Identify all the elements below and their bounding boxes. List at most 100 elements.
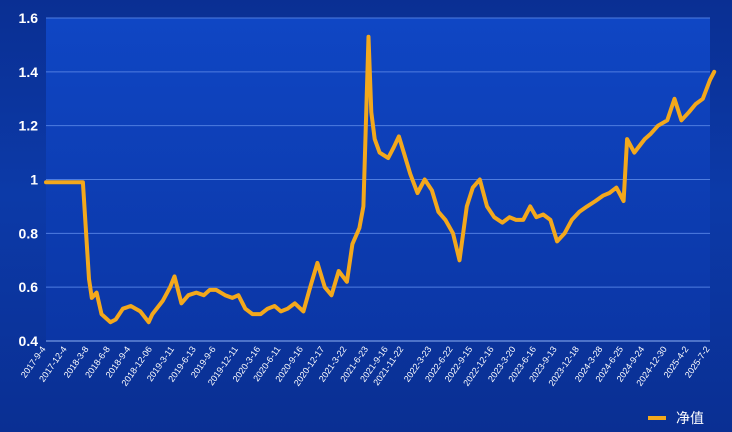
series-point xyxy=(643,137,647,141)
series-point xyxy=(208,288,212,292)
legend-label: 净值 xyxy=(676,410,704,426)
series-point xyxy=(577,210,582,214)
series-point xyxy=(408,172,412,176)
series-point xyxy=(672,97,677,101)
series-point xyxy=(202,293,206,297)
series-point xyxy=(471,186,475,190)
series-point xyxy=(293,301,297,305)
series-point xyxy=(687,110,691,114)
series-point xyxy=(632,151,636,155)
series-point xyxy=(443,218,447,222)
series-point xyxy=(457,258,462,262)
series-point xyxy=(65,180,69,184)
series-point xyxy=(593,199,598,203)
series-point xyxy=(286,307,290,311)
series-point xyxy=(601,194,605,198)
series-point xyxy=(436,210,440,214)
series-point xyxy=(273,304,277,308)
series-point xyxy=(665,118,669,122)
series-point xyxy=(541,212,545,217)
series-point xyxy=(186,293,190,297)
series-point xyxy=(622,199,626,203)
series-point xyxy=(397,134,401,138)
y-tick-label: 0.6 xyxy=(19,279,39,295)
series-point xyxy=(161,299,165,303)
series-point xyxy=(230,296,234,300)
series-point xyxy=(465,204,469,208)
series-point xyxy=(236,293,240,297)
series-point xyxy=(250,312,255,316)
series-point xyxy=(81,180,85,184)
series-point xyxy=(301,309,305,313)
series-point xyxy=(108,320,112,324)
series-line xyxy=(44,34,717,325)
series-point xyxy=(415,191,420,195)
series-point xyxy=(625,137,629,141)
series-point xyxy=(345,280,349,284)
series-point xyxy=(570,218,574,222)
y-tick-label: 0.8 xyxy=(19,225,39,241)
series-point xyxy=(337,269,341,273)
series-point xyxy=(223,293,227,297)
series-point xyxy=(514,218,518,222)
series-point xyxy=(451,231,455,235)
series-point xyxy=(114,317,118,322)
series-point xyxy=(485,204,489,208)
series-point xyxy=(150,312,154,316)
series-point xyxy=(44,180,48,184)
series-point xyxy=(528,204,532,208)
series-point xyxy=(138,309,142,313)
x-axis: 2017-9-42017-12-42018-3-82018-6-82018-9-… xyxy=(19,344,712,387)
series-point xyxy=(369,110,373,114)
series-point xyxy=(357,226,361,230)
series-point xyxy=(614,186,619,190)
series-point xyxy=(323,285,327,289)
series-point xyxy=(350,242,354,246)
series-point xyxy=(308,285,312,289)
series-point xyxy=(53,180,58,184)
series-point xyxy=(121,307,125,311)
series-point xyxy=(87,277,91,281)
series-point xyxy=(430,188,434,192)
y-tick-label: 0.4 xyxy=(19,333,39,349)
series-point xyxy=(500,221,504,225)
series-point xyxy=(392,145,396,149)
series-point xyxy=(366,35,371,39)
series-point xyxy=(649,132,653,136)
series-point xyxy=(378,151,382,155)
series-point xyxy=(548,218,553,222)
series-point xyxy=(172,274,177,278)
series-point xyxy=(266,307,270,311)
series-point xyxy=(563,231,567,235)
series-point xyxy=(534,215,539,219)
series-point xyxy=(507,215,512,219)
series-point xyxy=(243,307,247,311)
y-tick-label: 1 xyxy=(30,172,38,188)
series-point xyxy=(179,301,183,305)
y-tick-label: 1.6 xyxy=(19,10,39,26)
series-point xyxy=(95,291,99,295)
series-point xyxy=(656,124,660,128)
series-point xyxy=(214,288,218,292)
series-point xyxy=(386,156,390,160)
series-point xyxy=(694,102,698,106)
grid-lines xyxy=(46,17,710,342)
series-point xyxy=(373,137,377,141)
series-point xyxy=(279,309,283,313)
series-point xyxy=(679,118,684,122)
series-point xyxy=(585,204,589,208)
series-point xyxy=(712,70,716,74)
series-point xyxy=(47,180,51,184)
series-point xyxy=(99,312,104,316)
series-point xyxy=(708,78,712,82)
series-point xyxy=(315,261,319,265)
series-point xyxy=(423,177,427,182)
series-point xyxy=(90,296,94,300)
series-point xyxy=(402,151,406,155)
y-tick-label: 1.2 xyxy=(19,118,39,134)
series-point xyxy=(194,291,198,295)
series-point xyxy=(61,180,65,184)
series-point xyxy=(129,304,133,308)
